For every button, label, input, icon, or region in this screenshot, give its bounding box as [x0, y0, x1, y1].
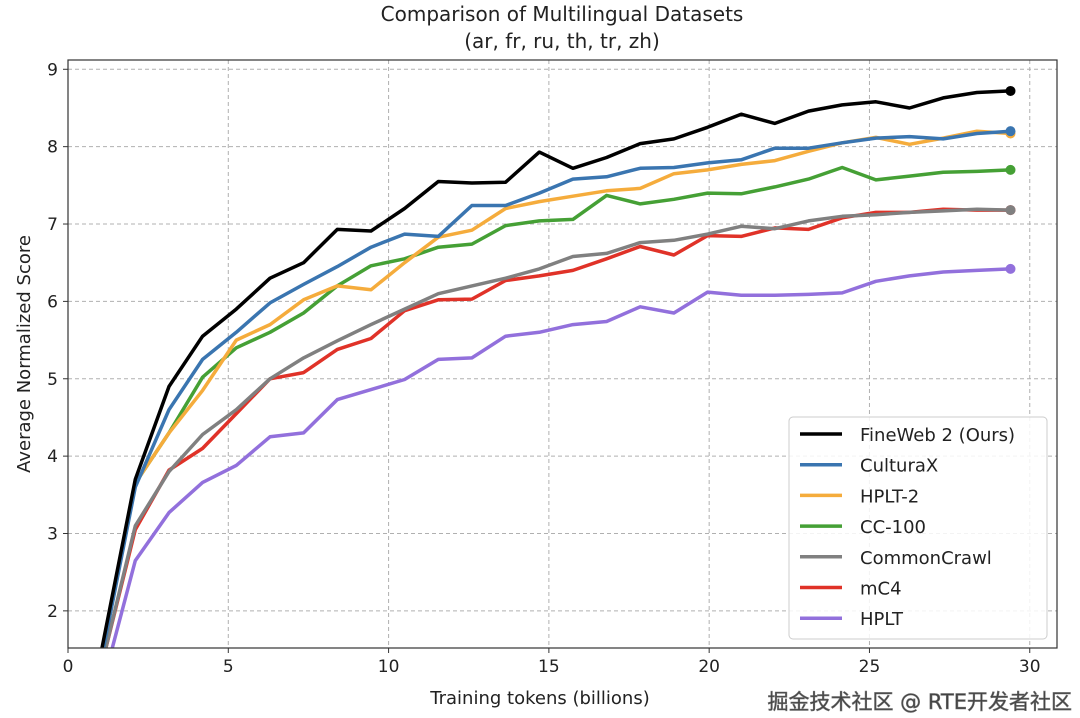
legend-label: FineWeb 2 (Ours) [860, 425, 1015, 446]
x-tick-label: 30 [1019, 657, 1041, 677]
series-endpoint [1005, 263, 1016, 274]
y-tick-label: 7 [47, 215, 58, 235]
series-line-fineweb-2-ours- [100, 89, 1011, 648]
series-line-cc-100 [101, 165, 1011, 648]
y-tick-label: 9 [47, 60, 58, 80]
legend-label: mC4 [860, 579, 902, 600]
legend-label: HPLT-2 [860, 486, 919, 507]
y-tick-label: 4 [47, 447, 58, 467]
series-line-hplt [110, 267, 1011, 648]
y-tick-label: 6 [47, 292, 58, 312]
series-endpoint [1005, 126, 1016, 137]
chart-subtitle: (ar, fr, ru, th, tr, zh) [464, 29, 660, 53]
x-tick-label: 5 [223, 657, 234, 677]
y-axis-label: Average Normalized Score [14, 235, 35, 473]
y-tick-label: 2 [47, 602, 58, 622]
axis-ticks: 0 5 10 15 20 25 30 2 3 4 5 6 7 8 9 [47, 60, 1040, 677]
series-line-commoncrawl [104, 207, 1011, 648]
series-endpoint [1005, 205, 1016, 216]
x-tick-label: 25 [859, 657, 881, 677]
plot-frame [67, 59, 1058, 649]
legend-label: CulturaX [860, 456, 938, 477]
legend-label: CC-100 [860, 517, 926, 538]
legend-label: CommonCrawl [860, 548, 992, 569]
legend: FineWeb 2 (Ours) CulturaX HPLT-2 CC-100 Comm… [788, 416, 1048, 640]
x-tick-label: 10 [378, 657, 400, 677]
y-tick-label: 3 [47, 524, 58, 544]
series-endpoint [1005, 85, 1016, 96]
series-lines [100, 85, 1016, 648]
y-tick-label: 8 [47, 138, 58, 158]
x-axis-label: Training tokens (billions) [429, 688, 649, 709]
y-tick-label: 5 [47, 370, 58, 390]
legend-label: HPLT [860, 609, 904, 630]
x-tick-label: 15 [538, 657, 560, 677]
x-tick-label: 20 [698, 657, 720, 677]
x-tick-label: 0 [63, 657, 74, 677]
watermark: 掘金技术社区 @ RTE开发者社区 [767, 690, 1072, 714]
chart-title: Comparison of Multilingual Datasets [381, 2, 744, 26]
series-endpoint [1005, 164, 1016, 175]
series-line-culturax [101, 129, 1011, 648]
